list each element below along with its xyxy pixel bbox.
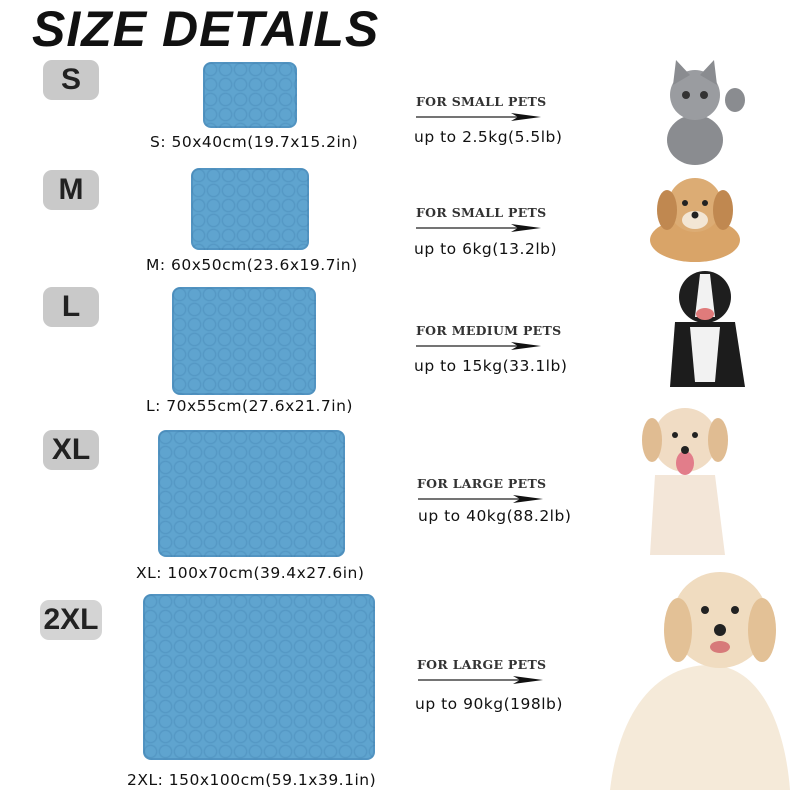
arrow-icon (418, 495, 543, 503)
size-badge-xl: XL (43, 430, 99, 470)
dimensions-l: L: 70x55cm(27.6x21.7in) (146, 397, 353, 415)
pet-type-l: FOR MEDIUM PETS (416, 323, 562, 338)
size-badge-2xl: 2XL (40, 600, 102, 640)
pet-type-s: FOR SMALL PETS (416, 94, 547, 109)
size-badge-l: L (43, 287, 99, 327)
dimensions-m: M: 60x50cm(23.6x19.7in) (146, 256, 358, 274)
page-title: SIZE DETAILS (32, 1, 380, 57)
arrow-icon (416, 342, 541, 350)
size-badge-s: S (43, 60, 99, 100)
weight-limit-2xl: up to 90kg(198lb) (415, 695, 563, 713)
dimensions-s: S: 50x40cm(19.7x15.2in) (150, 133, 359, 151)
pet-type-m: FOR SMALL PETS (416, 205, 547, 220)
pet-type-2xl: FOR LARGE PETS (417, 657, 547, 672)
weight-limit-l: up to 15kg(33.1lb) (414, 357, 568, 375)
labrador-image (642, 408, 728, 555)
golden-retriever-image (610, 572, 790, 790)
pet-type-xl: FOR LARGE PETS (417, 476, 547, 491)
dimensions-2xl: 2XL: 150x100cm(59.1x39.1in) (127, 771, 377, 789)
size-badge-m: M (43, 170, 99, 210)
border-collie-image (670, 271, 745, 387)
kitten-image (667, 60, 745, 165)
weight-limit-m: up to 6kg(13.2lb) (414, 240, 558, 258)
mat-image-s (203, 62, 297, 128)
weight-limit-xl: up to 40kg(88.2lb) (418, 507, 572, 525)
weight-limit-s: up to 2.5kg(5.5lb) (414, 128, 563, 146)
mat-image-xl (158, 430, 345, 557)
puppy-image (650, 178, 740, 262)
arrow-icon (416, 224, 541, 232)
mat-image-m (191, 168, 309, 250)
mat-image-2xl (143, 594, 375, 760)
arrow-icon (418, 676, 543, 684)
arrow-icon (416, 113, 541, 121)
dimensions-xl: XL: 100x70cm(39.4x27.6in) (136, 564, 365, 582)
mat-image-l (172, 287, 316, 395)
